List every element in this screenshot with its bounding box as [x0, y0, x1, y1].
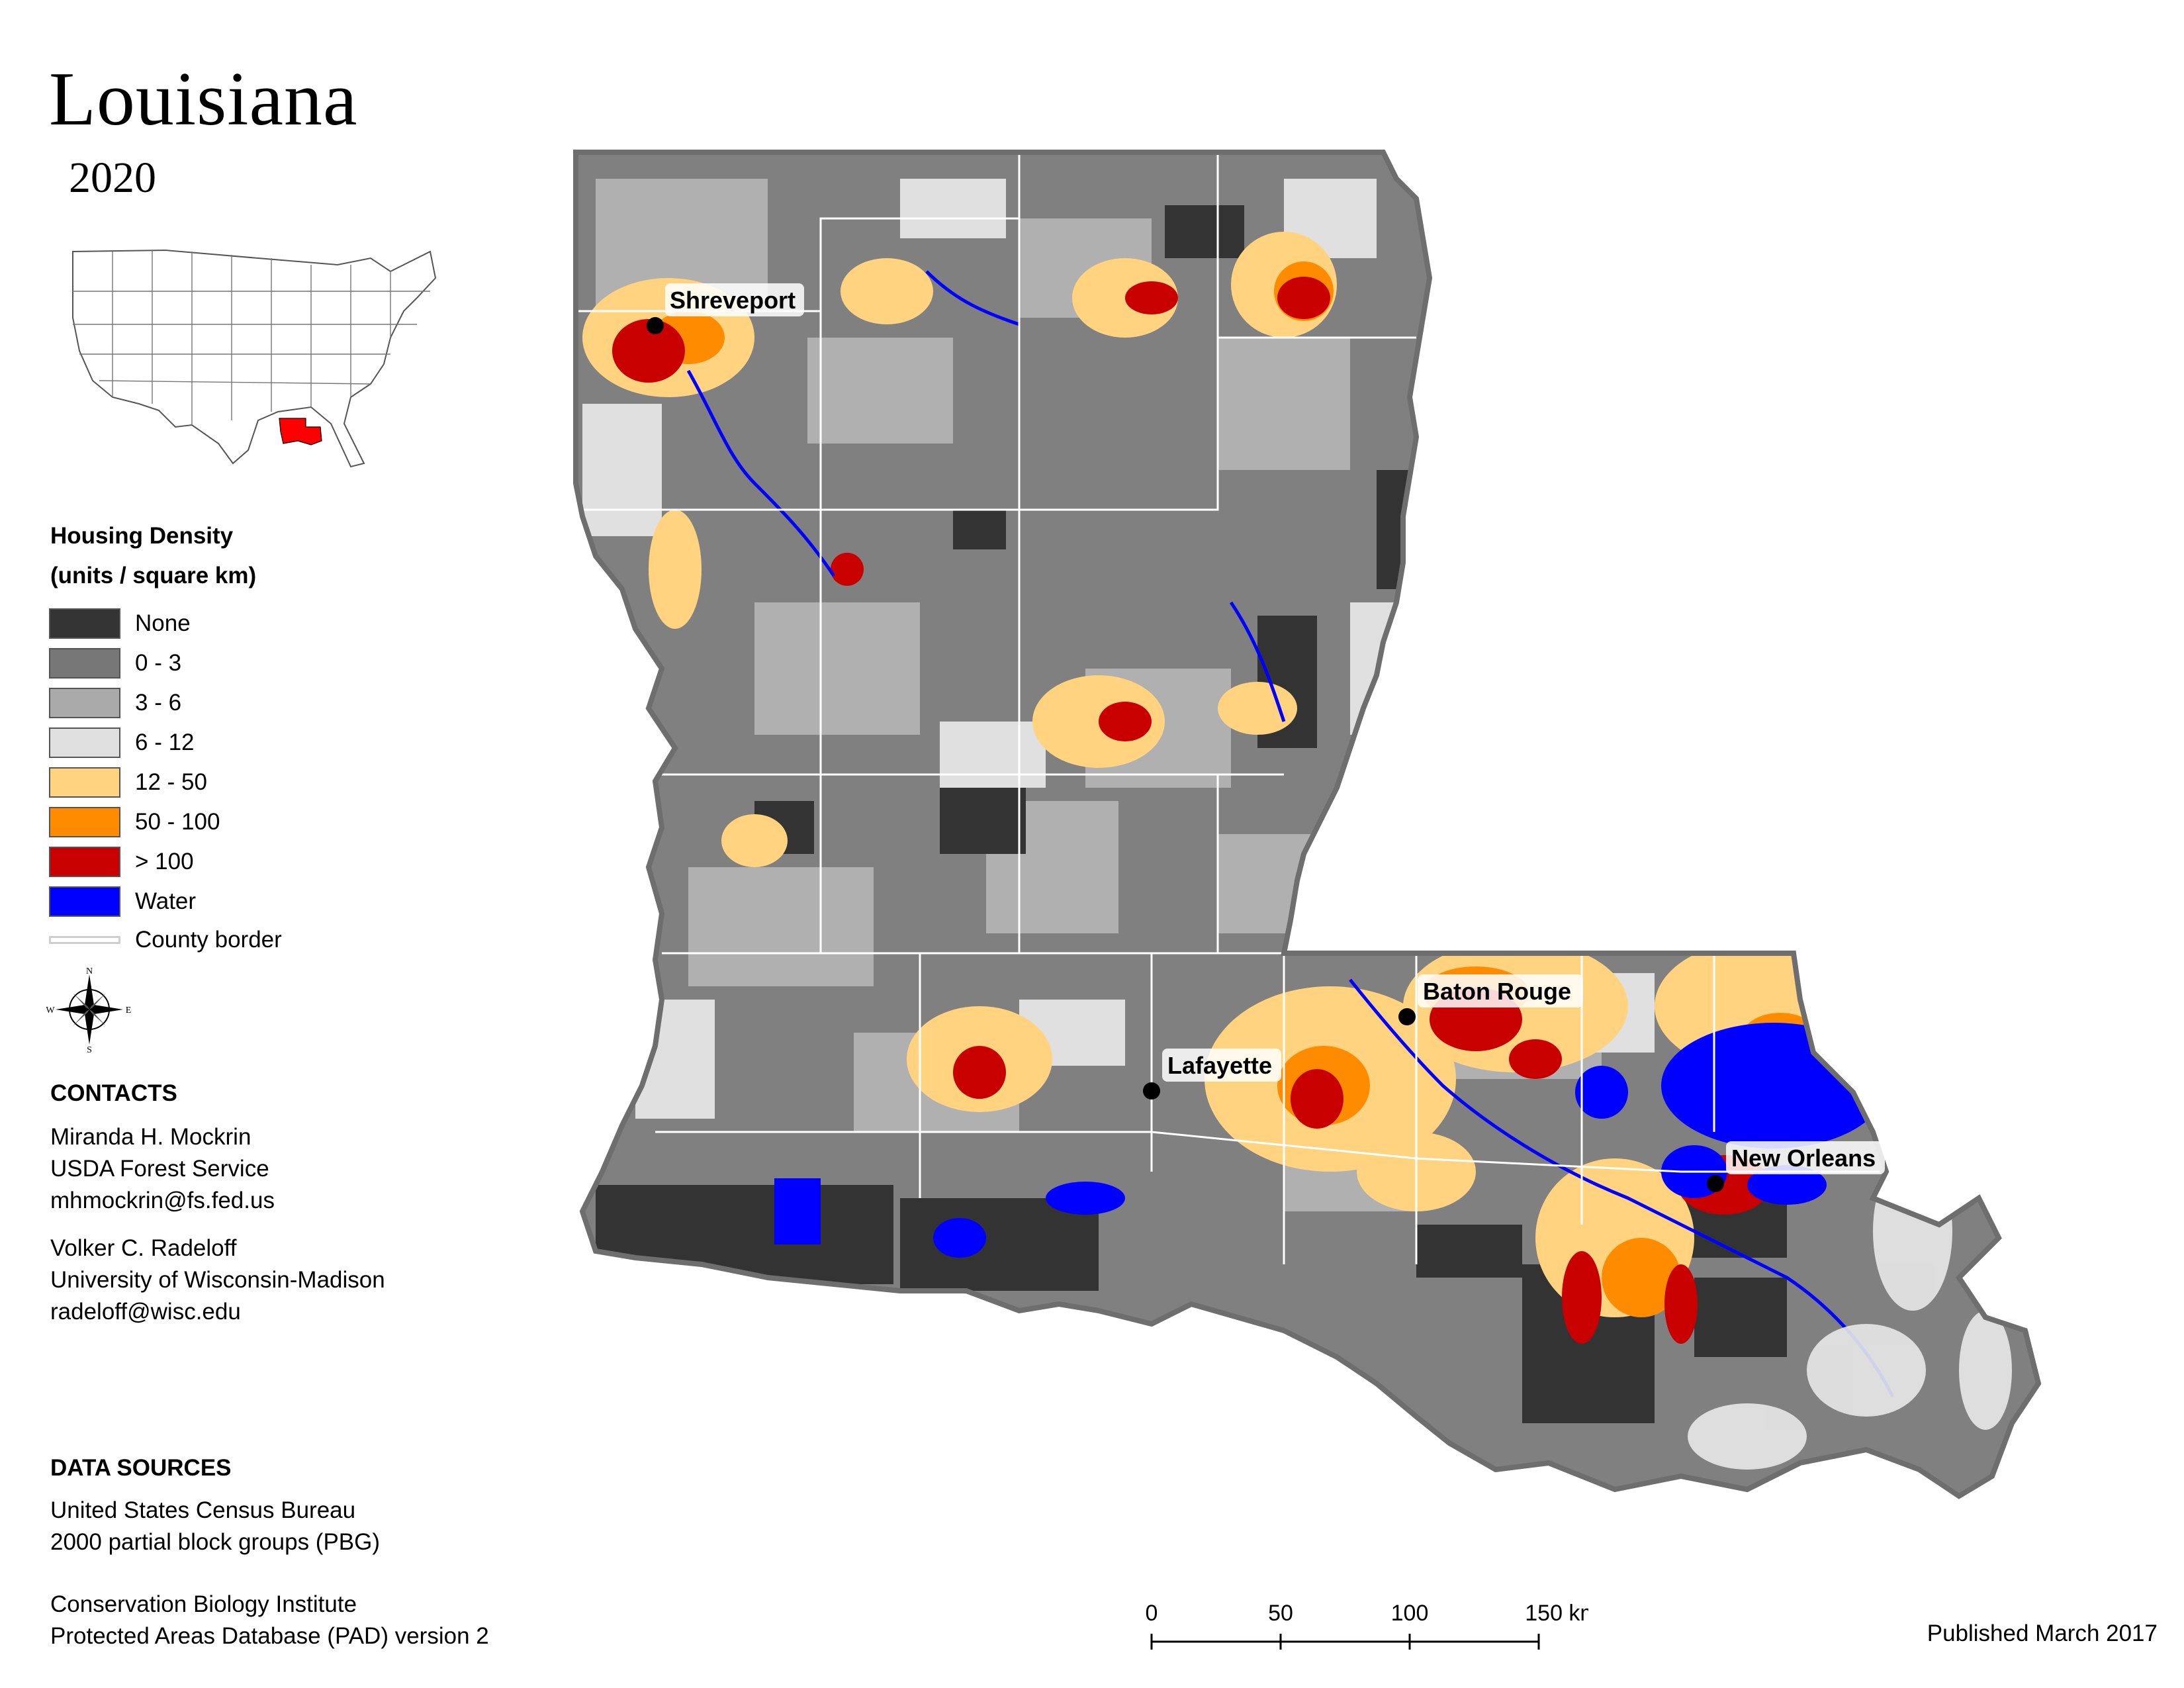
city-label: Baton Rouge [1423, 978, 1571, 1005]
data-source-line: United States Census Bureau [50, 1497, 356, 1523]
legend-item-0-3: 0 - 3 [49, 647, 181, 679]
city-shreveport[interactable]: Shreveport [647, 283, 804, 334]
contacts-heading: CONTACTS [50, 1080, 177, 1106]
data-sources-heading: DATA SOURCES [50, 1455, 232, 1481]
data-source-line: 2000 partial block groups (PBG) [50, 1529, 381, 1555]
legend-swatch [49, 608, 120, 639]
legend-item-county-border: County border [49, 924, 282, 956]
legend-label: > 100 [135, 849, 194, 874]
city-label: Lafayette [1167, 1052, 1272, 1079]
legend-item-gt-100: > 100 [49, 846, 194, 878]
compass-n: N [86, 966, 93, 976]
map-year: 2020 [69, 154, 156, 202]
legend-label: 12 - 50 [135, 769, 207, 795]
city-new-orleans[interactable]: New Orleans [1707, 1141, 1885, 1192]
legend-label: 3 - 6 [135, 690, 182, 716]
contact-org: USDA Forest Service [50, 1156, 269, 1182]
legend-title: Housing Density [50, 523, 234, 549]
legend-item-3-6: 3 - 6 [49, 687, 181, 719]
compass-rose-icon: N S W E [46, 966, 132, 1053]
county-border-swatch [49, 936, 120, 944]
louisiana-outline [573, 150, 2042, 1499]
contact-email[interactable]: mhmockrin@fs.fed.us [50, 1188, 275, 1213]
scale-bar: 0 50 100 150 km [1146, 1601, 1588, 1650]
louisiana-housing-density-map: Shreveport Baton Rouge Lafayette New Orl… [573, 150, 2042, 1499]
data-source-line: Protected Areas Database (PAD) version 2 [50, 1623, 489, 1649]
scale-tick-label: 0 [1146, 1601, 1158, 1626]
compass-e: E [126, 1006, 132, 1015]
legend-label: Water [135, 888, 197, 914]
us-state-lines [73, 250, 430, 425]
contact-email[interactable]: radeloff@wisc.edu [50, 1299, 241, 1325]
contact-2: Volker C. Radeloff University of Wiscons… [50, 1233, 385, 1328]
legend-swatch [49, 807, 120, 837]
legend-label: 50 - 100 [135, 809, 220, 835]
city-marker-icon [647, 317, 664, 334]
legend-swatch [49, 767, 120, 798]
legend-swatch [49, 648, 120, 679]
legend-units: (units / square km) [50, 563, 257, 588]
scale-tick-label: 100 [1391, 1601, 1429, 1626]
data-source-2: Conservation Biology Institute Protected… [50, 1589, 489, 1652]
city-baton-rouge[interactable]: Baton Rouge [1398, 974, 1583, 1025]
published-date: Published March 2017 [1927, 1620, 2158, 1646]
compass-s: S [87, 1045, 92, 1053]
legend-item-50-100: 50 - 100 [49, 806, 220, 838]
city-marker-icon [1143, 1082, 1160, 1100]
legend-swatch [49, 688, 120, 718]
us-outline [72, 249, 437, 468]
legend-swatch [49, 727, 120, 758]
compass-w: W [46, 1006, 55, 1015]
legend-item-6-12: 6 - 12 [49, 727, 195, 759]
scale-tick-label: 50 [1268, 1601, 1293, 1626]
data-source-1: United States Census Bureau 2000 partial… [50, 1495, 380, 1558]
contact-name: Volker C. Radeloff [50, 1235, 237, 1261]
legend-label: 6 - 12 [135, 729, 195, 755]
data-source-line: Conservation Biology Institute [50, 1591, 357, 1617]
city-marker-icon [1398, 1008, 1416, 1025]
city-label: Shreveport [670, 287, 796, 314]
scale-tick-label: 150 km [1525, 1601, 1588, 1626]
legend-label: 0 - 3 [135, 650, 182, 676]
contact-1: Miranda H. Mockrin USDA Forest Service m… [50, 1121, 275, 1217]
city-lafayette[interactable]: Lafayette [1143, 1049, 1281, 1100]
legend-item-none: None [49, 608, 191, 639]
legend-item-water: Water [49, 886, 196, 917]
legend-label: None [135, 610, 191, 636]
city-marker-icon [1707, 1175, 1724, 1192]
contact-name: Miranda H. Mockrin [50, 1124, 251, 1150]
louisiana-highlight [279, 418, 322, 445]
map-title: Louisiana [49, 57, 358, 142]
us-inset-map [72, 249, 437, 468]
legend-item-12-50: 12 - 50 [49, 767, 207, 798]
city-label: New Orleans [1731, 1145, 1876, 1172]
contact-org: University of Wisconsin-Madison [50, 1267, 385, 1293]
legend-swatch [49, 847, 120, 877]
legend-swatch [49, 886, 120, 917]
legend-label: County border [135, 927, 282, 953]
